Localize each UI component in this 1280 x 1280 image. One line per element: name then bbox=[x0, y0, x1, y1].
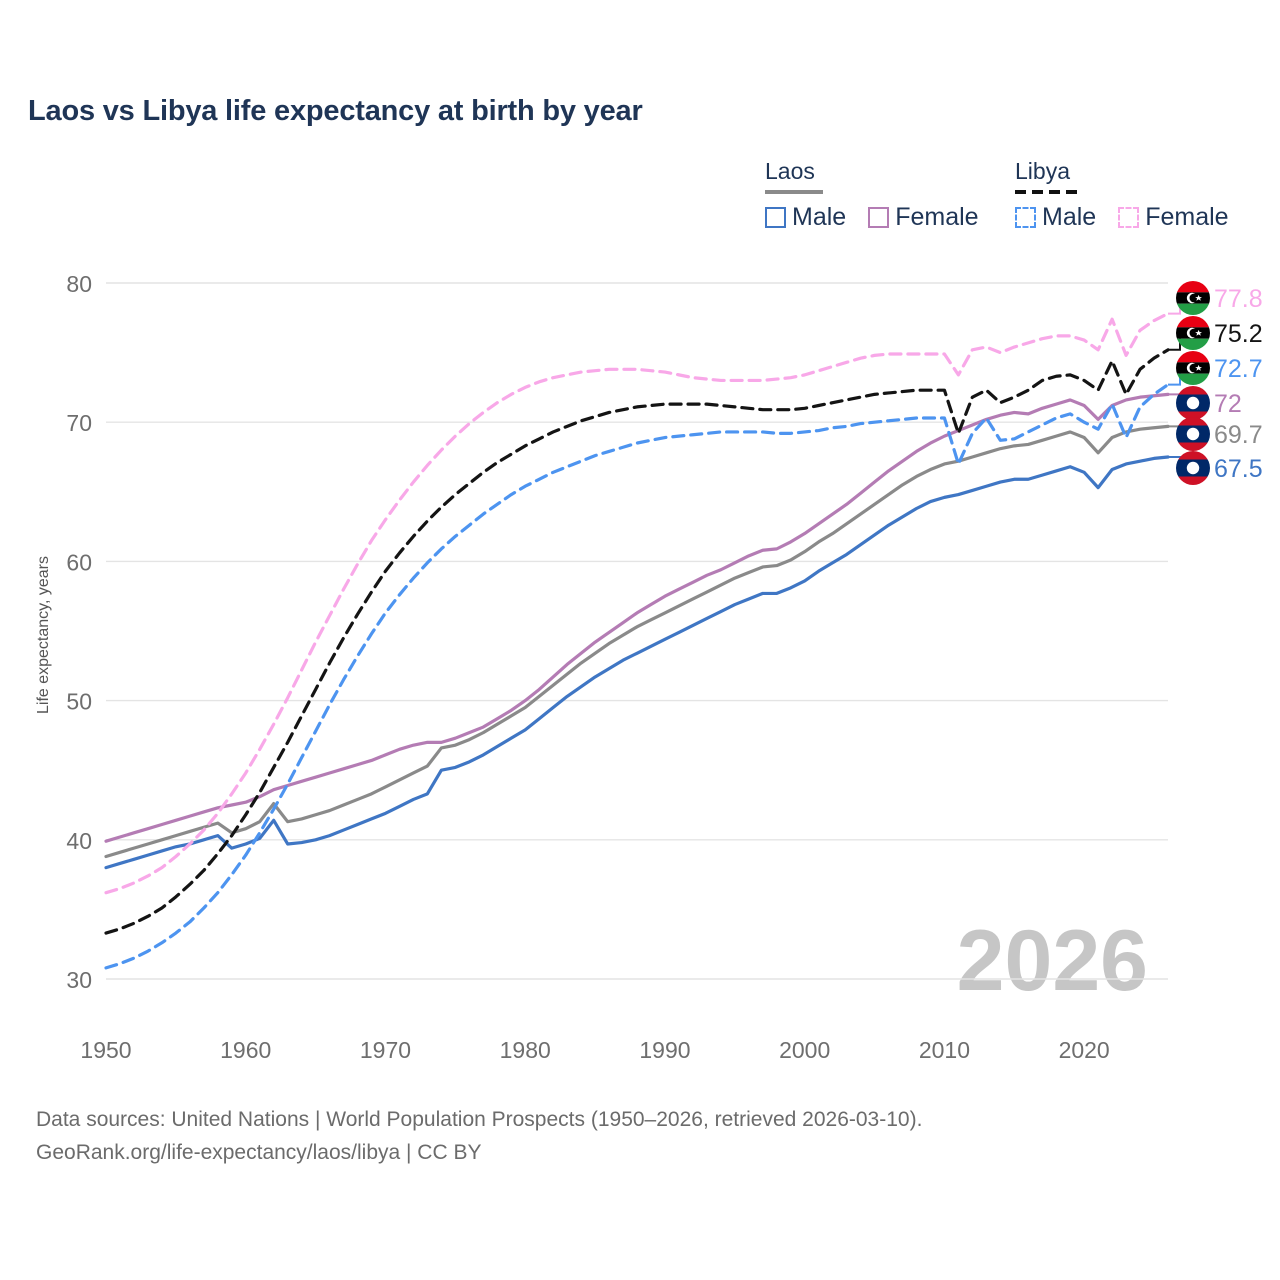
legend-items: Male Female bbox=[1015, 203, 1251, 233]
chart-footer: Data sources: United Nations | World Pop… bbox=[36, 1104, 1236, 1169]
x-axis-tick-label: 1990 bbox=[639, 1037, 690, 1063]
legend-item-label: Male bbox=[1042, 203, 1097, 231]
end-label-libya-75.2: 75.2 bbox=[1168, 316, 1263, 351]
legend-country-label: Libya bbox=[1015, 158, 1070, 184]
legend-country-label: Laos bbox=[765, 158, 815, 184]
flag-icon-libya bbox=[1176, 351, 1210, 385]
legend-swatch-icon bbox=[765, 207, 786, 228]
legend-item-laos-female[interactable]: Female bbox=[868, 203, 979, 232]
series-line-libya-male bbox=[104, 383, 1170, 970]
end-label-value: 72.7 bbox=[1214, 355, 1263, 383]
y-axis-tick-label: 50 bbox=[66, 689, 92, 715]
y-axis-tick-label: 60 bbox=[66, 549, 92, 575]
legend-group-laos: Laos Male Female bbox=[765, 158, 1001, 233]
legend-item-label: Female bbox=[895, 203, 979, 231]
legend-item-libya-male[interactable]: Male bbox=[1015, 203, 1096, 232]
legend-swatch-icon bbox=[1118, 207, 1140, 228]
series-line-laos-male bbox=[104, 455, 1170, 870]
page-title: Laos vs Libya life expectancy at birth b… bbox=[28, 95, 643, 127]
legend-item-libya-female[interactable]: Female bbox=[1118, 203, 1229, 232]
legend-swatch-icon bbox=[1015, 207, 1036, 228]
flag-icon-libya bbox=[1176, 316, 1210, 350]
legend-item-laos-male[interactable]: Male bbox=[765, 203, 846, 232]
y-axis-title: Life expectancy, years bbox=[35, 556, 52, 714]
end-label-value: 67.5 bbox=[1214, 455, 1263, 483]
chart-legend: Laos Male Female Libya Male Female bbox=[0, 158, 1280, 238]
x-axis-tick-label: 2020 bbox=[1059, 1037, 1110, 1063]
end-label-value: 77.8 bbox=[1214, 285, 1263, 313]
legend-country-rule bbox=[765, 190, 823, 194]
series-line-laos-female bbox=[104, 392, 1170, 843]
x-axis-tick-label: 1970 bbox=[360, 1037, 411, 1063]
x-axis-tick-label: 2000 bbox=[779, 1037, 830, 1063]
legend-item-label: Male bbox=[792, 203, 847, 231]
legend-swatch-icon bbox=[868, 207, 890, 228]
x-axis-tick-label: 1960 bbox=[220, 1037, 271, 1063]
legend-country-rule bbox=[1015, 190, 1078, 194]
end-label-laos-72: 72 bbox=[1168, 386, 1242, 420]
x-axis-tick-label: 2010 bbox=[919, 1037, 970, 1063]
y-axis-tick-label: 40 bbox=[66, 828, 92, 854]
legend-items: Male Female bbox=[765, 203, 1001, 233]
series-line-laos-both bbox=[104, 424, 1170, 859]
legend-item-label: Female bbox=[1145, 203, 1229, 231]
end-label-laos-67.5: 67.5 bbox=[1168, 451, 1263, 485]
x-axis-tick-label: 1950 bbox=[80, 1037, 131, 1063]
y-axis-tick-label: 30 bbox=[66, 967, 92, 993]
footer-attribution: GeoRank.org/life-expectancy/laos/libya |… bbox=[36, 1140, 482, 1164]
footer-data-sources: Data sources: United Nations | World Pop… bbox=[36, 1108, 923, 1131]
flag-icon-laos bbox=[1176, 417, 1210, 451]
year-watermark: 2026 bbox=[957, 913, 1148, 1009]
series-line-libya-female bbox=[104, 312, 1170, 895]
flag-icon-laos bbox=[1176, 386, 1210, 420]
end-label-libya-77.8: 77.8 bbox=[1168, 281, 1263, 315]
flag-icon-libya bbox=[1176, 281, 1210, 315]
end-label-value: 69.7 bbox=[1214, 421, 1263, 449]
legend-group-libya: Libya Male Female bbox=[1015, 158, 1251, 233]
end-label-value: 75.2 bbox=[1214, 320, 1263, 348]
end-label-laos-69.7: 69.7 bbox=[1168, 417, 1263, 451]
series-line-libya-both bbox=[104, 348, 1170, 935]
flag-icon-laos bbox=[1176, 451, 1210, 485]
x-axis-tick-label: 1980 bbox=[500, 1037, 551, 1063]
y-axis-tick-label: 80 bbox=[66, 271, 92, 297]
y-axis-tick-label: 70 bbox=[66, 410, 92, 436]
end-label-value: 72 bbox=[1214, 390, 1242, 418]
end-label-libya-72.7: 72.7 bbox=[1168, 351, 1263, 386]
